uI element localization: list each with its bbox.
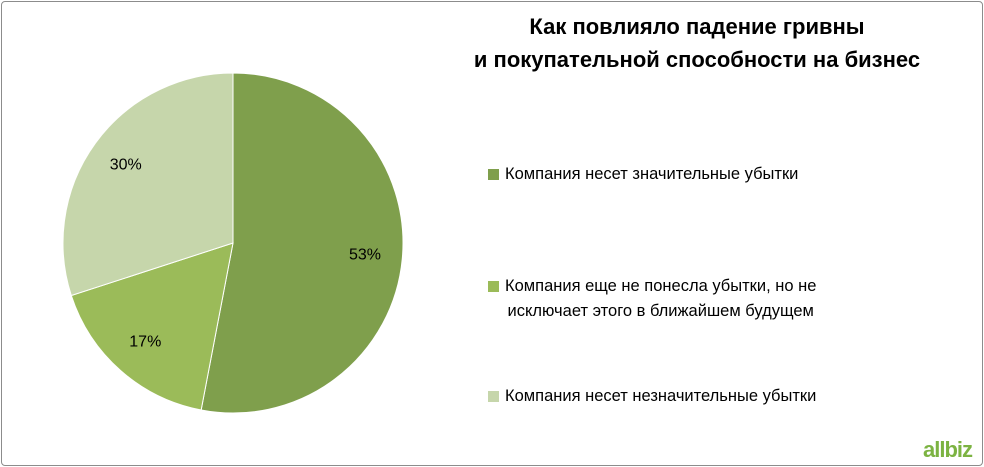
data-label: 30%	[110, 156, 142, 173]
legend-label: Компания несет незначительные убытки	[505, 387, 817, 405]
legend-item: Компания несет незначительные убытки	[488, 384, 816, 409]
pie-slice	[200, 72, 404, 414]
legend-label: Компания еще не понесла убытки, но не ис…	[505, 277, 817, 320]
legend-item: Компания несет значительные убытки	[488, 162, 798, 187]
data-label: 53%	[349, 247, 381, 264]
legend-swatch	[488, 391, 499, 402]
legend-label: Компания несет значительные убытки	[505, 165, 799, 183]
data-label: 17%	[129, 334, 161, 351]
pie-slice	[70, 242, 234, 411]
chart-title: Как повлияло падение гривны и покупатель…	[473, 14, 921, 72]
legend-item: Компания еще не понесла убытки, но не ис…	[488, 274, 816, 324]
pie-slice	[62, 72, 234, 297]
logo: allbiz	[922, 437, 973, 462]
legend-swatch	[488, 169, 499, 180]
legend-swatch	[488, 281, 499, 292]
